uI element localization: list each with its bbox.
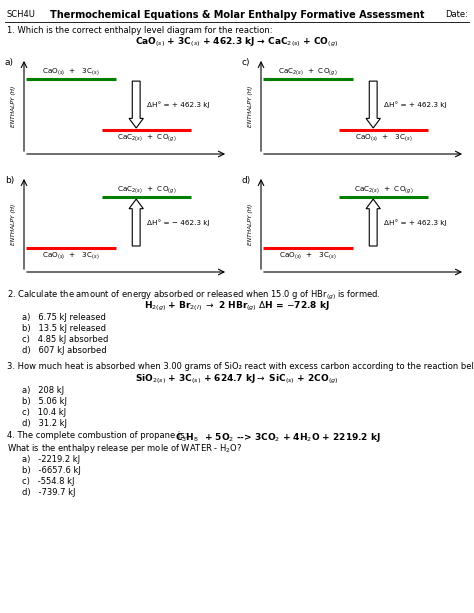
Text: d): d) [242, 176, 251, 185]
Text: CaO$_{(s)}$  +   3C$_{(s)}$: CaO$_{(s)}$ + 3C$_{(s)}$ [42, 66, 100, 77]
Polygon shape [366, 81, 380, 128]
Text: CaO$_{(s)}$  +   3C$_{(s)}$: CaO$_{(s)}$ + 3C$_{(s)}$ [355, 132, 412, 143]
Text: ΔH° = − 462.3 kJ: ΔH° = − 462.3 kJ [147, 219, 210, 226]
Text: b)   -6657.6 kJ: b) -6657.6 kJ [22, 466, 81, 475]
Text: ENTHALPY (H): ENTHALPY (H) [11, 204, 17, 245]
Text: d)   31.2 kJ: d) 31.2 kJ [22, 419, 67, 428]
Text: b)   5.06 kJ: b) 5.06 kJ [22, 397, 67, 406]
Text: CaC$_{2(s)}$  +  CO$_{(g)}$: CaC$_{2(s)}$ + CO$_{(g)}$ [117, 185, 176, 195]
Text: CaO$_{(s)}$  +   3C$_{(s)}$: CaO$_{(s)}$ + 3C$_{(s)}$ [279, 250, 337, 261]
Text: a)   -2219.2 kJ: a) -2219.2 kJ [22, 455, 80, 464]
Text: Date:: Date: [445, 10, 468, 19]
Text: SCH4U: SCH4U [7, 10, 36, 19]
Text: 2. Calculate the amount of energy absorbed or released when 15.0 g of HBr$_{(g)}: 2. Calculate the amount of energy absorb… [7, 289, 381, 302]
Text: a)   208 kJ: a) 208 kJ [22, 386, 64, 395]
Text: d)   -739.7 kJ: d) -739.7 kJ [22, 488, 75, 497]
Text: CaO$_{(s)}$ + 3C$_{(s)}$ + 462.3 kJ → CaC$_{2(s)}$ + CO$_{(g)}$: CaO$_{(s)}$ + 3C$_{(s)}$ + 462.3 kJ → Ca… [136, 36, 338, 49]
Text: c)   4.85 kJ absorbed: c) 4.85 kJ absorbed [22, 335, 109, 344]
Text: ENTHALPY (H): ENTHALPY (H) [11, 85, 17, 127]
Text: c): c) [242, 58, 250, 67]
Text: ΔH° = + 462.3 kJ: ΔH° = + 462.3 kJ [384, 101, 447, 108]
Polygon shape [129, 199, 143, 246]
Text: ΔH° = + 462.3 kJ: ΔH° = + 462.3 kJ [147, 101, 210, 108]
Text: What is the enthalpy release per mole of WATER - H$_2$O?: What is the enthalpy release per mole of… [7, 442, 242, 455]
Text: C$_3$H$_8$  + 5O$_2$ --> 3CO$_2$ + 4H$_2$O + 2219.2 kJ: C$_3$H$_8$ + 5O$_2$ --> 3CO$_2$ + 4H$_2$… [175, 431, 381, 444]
Text: CaC$_{2(s)}$  +  CO$_{(g)}$: CaC$_{2(s)}$ + CO$_{(g)}$ [278, 66, 337, 77]
Text: 3. How much heat is absorbed when 3.00 grams of SiO₂ react with excess carbon ac: 3. How much heat is absorbed when 3.00 g… [7, 362, 474, 371]
Text: c)   -554.8 kJ: c) -554.8 kJ [22, 477, 74, 486]
Text: CaC$_{2(s)}$  +  CO$_{(g)}$: CaC$_{2(s)}$ + CO$_{(g)}$ [354, 185, 413, 195]
Text: c)   10.4 kJ: c) 10.4 kJ [22, 408, 66, 417]
Text: CaO$_{(s)}$  +   3C$_{(s)}$: CaO$_{(s)}$ + 3C$_{(s)}$ [42, 250, 100, 261]
Text: Thermochemical Equations & Molar Enthalpy Formative Assessment: Thermochemical Equations & Molar Enthalp… [50, 10, 425, 20]
Text: b)   13.5 kJ released: b) 13.5 kJ released [22, 324, 106, 333]
Text: H$_{2(g)}$ + Br$_{2(l)}$ $\rightarrow$ 2 HBr$_{(g)}$ $\Delta$H = $-$72.8 kJ: H$_{2(g)}$ + Br$_{2(l)}$ $\rightarrow$ 2… [144, 300, 330, 313]
Text: 4. The complete combustion of propane is:: 4. The complete combustion of propane is… [7, 431, 195, 440]
Text: a)   6.75 kJ released: a) 6.75 kJ released [22, 313, 106, 322]
Text: b): b) [5, 176, 14, 185]
Text: CaC$_{2(s)}$  +  CO$_{(g)}$: CaC$_{2(s)}$ + CO$_{(g)}$ [117, 132, 176, 143]
Text: ENTHALPY (H): ENTHALPY (H) [248, 85, 254, 127]
Text: d)   607 kJ absorbed: d) 607 kJ absorbed [22, 346, 107, 355]
Text: ENTHALPY (H): ENTHALPY (H) [248, 204, 254, 245]
Polygon shape [366, 199, 380, 246]
Polygon shape [129, 81, 143, 128]
Text: ΔH° = + 462.3 kJ: ΔH° = + 462.3 kJ [384, 219, 447, 226]
Text: a): a) [5, 58, 14, 67]
Text: 1. Which is the correct enthalpy level diagram for the reaction:: 1. Which is the correct enthalpy level d… [7, 26, 273, 35]
Text: SiO$_{2(s)}$ + 3C$_{(s)}$ + 624.7 kJ$\rightarrow$ SiC$_{(s)}$ + 2CO$_{(g)}$: SiO$_{2(s)}$ + 3C$_{(s)}$ + 624.7 kJ$\ri… [135, 373, 339, 386]
